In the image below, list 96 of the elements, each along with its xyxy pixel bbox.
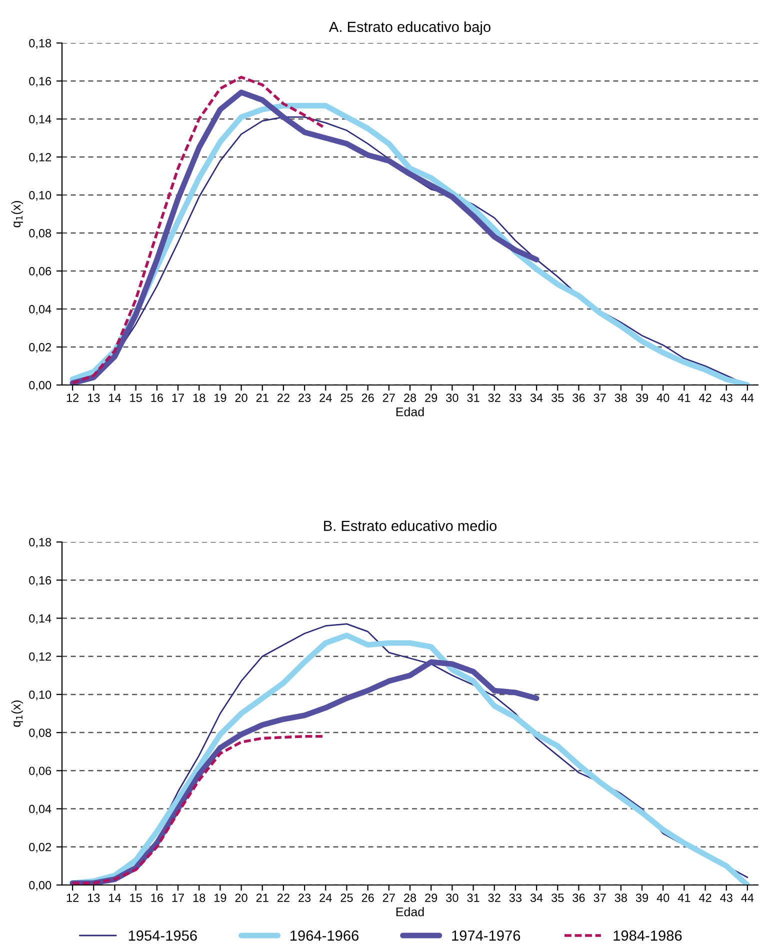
x-tick-label: 16 bbox=[151, 394, 163, 402]
x-tick-label: 38 bbox=[614, 894, 627, 902]
x-tick-label: 27 bbox=[382, 394, 395, 402]
x-tick-label: 17 bbox=[172, 394, 184, 402]
x-tick-label: 21 bbox=[256, 394, 268, 402]
x-tick-label: 19 bbox=[214, 894, 226, 902]
x-tick-label: 28 bbox=[404, 894, 416, 902]
chart-title: A. Estrato educativo bajo bbox=[328, 21, 490, 35]
x-tick-label: 13 bbox=[88, 894, 100, 902]
x-tick-label: 39 bbox=[636, 394, 648, 402]
y-tick-label: 0,00 bbox=[29, 881, 52, 891]
x-tick-label: 32 bbox=[488, 894, 500, 902]
y-tick-label: 0,00 bbox=[29, 381, 52, 391]
x-tick-label: 12 bbox=[66, 394, 79, 402]
x-tick-label: 22 bbox=[277, 394, 290, 402]
y-tick-label: 0,18 bbox=[29, 39, 52, 49]
x-tick-label: 42 bbox=[698, 894, 712, 902]
x-tick-label: 14 bbox=[109, 394, 121, 402]
y-tick-label: 0,16 bbox=[29, 576, 52, 586]
x-tick-label: 35 bbox=[552, 394, 564, 402]
x-tick-label: 27 bbox=[382, 894, 395, 902]
x-tick-label: 20 bbox=[235, 894, 248, 902]
x-tick-label: 36 bbox=[572, 894, 585, 902]
x-tick-label: 26 bbox=[362, 894, 374, 902]
x-axis-title: Edad bbox=[396, 407, 424, 416]
y-tick-label: 0,04 bbox=[29, 804, 52, 815]
legend-label: 1974-1976 bbox=[452, 930, 520, 941]
x-tick-label: 30 bbox=[446, 894, 458, 902]
x-tick-label: 22 bbox=[277, 894, 290, 902]
y-tick-label: 0,12 bbox=[29, 153, 51, 163]
x-tick-label: 28 bbox=[404, 394, 416, 402]
x-tick-label: 33 bbox=[509, 394, 522, 402]
y-tick-label: 0,02 bbox=[29, 343, 51, 353]
x-tick-label: 37 bbox=[594, 394, 606, 402]
x-tick-label: 15 bbox=[130, 894, 142, 902]
x-tick-label: 34 bbox=[530, 894, 543, 902]
x-tick-label: 29 bbox=[425, 394, 438, 402]
x-tick-label: 32 bbox=[488, 394, 500, 402]
legend-label: 1954-1956 bbox=[128, 930, 197, 941]
x-tick-label: 36 bbox=[572, 394, 585, 402]
x-tick-label: 43 bbox=[720, 394, 732, 402]
x-tick-label: 41 bbox=[678, 894, 690, 902]
x-tick-label: 25 bbox=[340, 894, 353, 902]
x-tick-label: 24 bbox=[320, 394, 332, 402]
y-tick-label: 0,06 bbox=[29, 267, 52, 277]
y-tick-label: 0,10 bbox=[29, 690, 52, 700]
x-tick-label: 29 bbox=[425, 894, 438, 902]
x-tick-label: 44 bbox=[741, 394, 754, 402]
y-tick-label: 0,18 bbox=[29, 538, 52, 548]
x-tick-label: 25 bbox=[340, 394, 353, 402]
x-tick-label: 39 bbox=[636, 894, 648, 902]
y-axis-title: q$_{1}$(x) bbox=[11, 700, 23, 727]
x-tick-label: 24 bbox=[320, 894, 332, 902]
x-tick-label: 40 bbox=[656, 894, 670, 902]
y-tick-label: 0,14 bbox=[29, 115, 52, 125]
x-tick-label: 43 bbox=[720, 894, 732, 902]
x-tick-label: 34 bbox=[530, 394, 543, 402]
x-tick-label: 33 bbox=[509, 894, 522, 902]
x-tick-label: 38 bbox=[614, 394, 627, 402]
x-tick-label: 12 bbox=[66, 894, 79, 902]
x-tick-label: 40 bbox=[656, 394, 670, 402]
y-tick-label: 0,16 bbox=[29, 77, 52, 87]
legend-label: 1984-1986 bbox=[614, 930, 682, 941]
x-tick-label: 41 bbox=[678, 394, 690, 402]
x-tick-label: 30 bbox=[446, 394, 458, 402]
x-tick-label: 21 bbox=[256, 894, 268, 902]
x-tick-label: 23 bbox=[298, 894, 311, 902]
x-tick-label: 18 bbox=[193, 894, 206, 902]
x-tick-label: 35 bbox=[552, 894, 564, 902]
x-tick-label: 31 bbox=[467, 894, 480, 902]
y-tick-label: 0,12 bbox=[29, 652, 51, 662]
x-tick-label: 14 bbox=[109, 894, 121, 902]
x-tick-label: 18 bbox=[193, 394, 206, 402]
x-tick-label: 20 bbox=[235, 394, 248, 402]
x-tick-label: 17 bbox=[172, 894, 184, 902]
y-tick-label: 0,14 bbox=[29, 614, 52, 624]
x-tick-label: 16 bbox=[151, 894, 163, 902]
x-tick-label: 42 bbox=[698, 394, 712, 402]
x-tick-label: 31 bbox=[467, 394, 480, 402]
x-tick-label: 19 bbox=[214, 394, 226, 402]
y-axis-title: q$_{1}$(x) bbox=[11, 201, 23, 228]
legend-label: 1964-1966 bbox=[290, 930, 358, 941]
y-tick-label: 0,04 bbox=[29, 305, 52, 315]
y-tick-label: 0,10 bbox=[29, 191, 52, 201]
x-tick-label: 15 bbox=[130, 394, 142, 402]
x-tick-label: 23 bbox=[298, 394, 311, 402]
y-tick-label: 0,06 bbox=[29, 766, 52, 776]
x-tick-label: 37 bbox=[594, 894, 606, 902]
y-tick-label: 0,08 bbox=[29, 728, 52, 738]
chart-title: B. Estrato educativo medio bbox=[324, 520, 497, 532]
y-tick-label: 0,02 bbox=[29, 842, 51, 853]
x-tick-label: 26 bbox=[362, 394, 374, 402]
x-tick-label: 44 bbox=[741, 894, 754, 902]
x-axis-title: Edad bbox=[396, 907, 424, 916]
x-tick-label: 13 bbox=[88, 394, 100, 402]
y-tick-label: 0,08 bbox=[29, 229, 52, 239]
